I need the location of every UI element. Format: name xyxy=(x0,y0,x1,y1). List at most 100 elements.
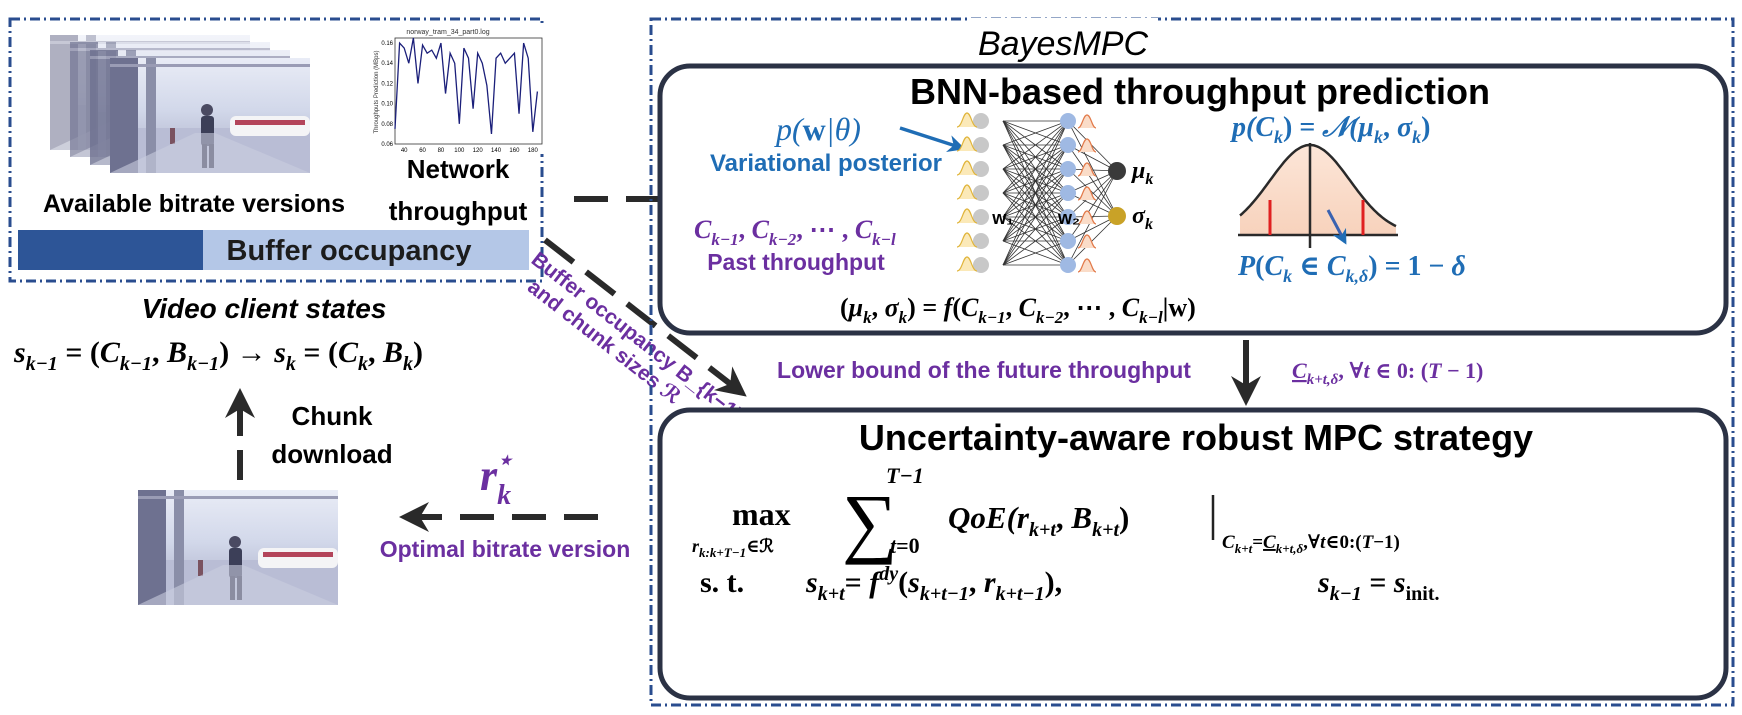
bnn-network xyxy=(956,112,1118,273)
svg-text:T−1: T−1 xyxy=(886,463,924,488)
bnn-hidden-node xyxy=(1060,161,1076,177)
chart-xtick-label: 40 xyxy=(401,148,408,154)
chart-frame xyxy=(394,37,543,145)
svg-text:t=0: t=0 xyxy=(890,533,920,558)
chart-ytick-label: 0.08 xyxy=(381,122,393,128)
bnn-hidden-node xyxy=(1060,209,1076,225)
states-formula: sk−1 = (Ck−1, Bk−1) → sk = (Ck, Bk) xyxy=(13,336,423,375)
rstar-label: rk⋆ xyxy=(480,448,513,511)
bnn-weight-distribution xyxy=(1077,186,1097,201)
sigma-node xyxy=(1108,207,1126,225)
bnn-hidden-node xyxy=(1060,257,1076,273)
bnn-input-node xyxy=(973,161,989,177)
svg-text:rk⋆: rk⋆ xyxy=(480,448,513,511)
throughput-chart: norway_tram_34_part0.log Throughputs Pre… xyxy=(370,24,548,154)
bnn-connection xyxy=(1002,144,1069,266)
bnn-connection xyxy=(1002,120,1069,170)
bnn-connection xyxy=(1067,192,1118,217)
prob-formula: P(Ck ∈ Ck,δ) = 1 − δ xyxy=(1237,251,1466,286)
bnn-connection xyxy=(1002,240,1069,266)
bnn-connection xyxy=(1067,144,1118,172)
svg-text:max: max xyxy=(732,496,791,532)
optimal-label: Optimal bitrate version xyxy=(380,536,631,562)
bnn-hidden-node xyxy=(1060,185,1076,201)
svg-text:rk:k+T−1∈ℛ: rk:k+T−1∈ℛ xyxy=(692,536,774,560)
svg-text:sk−1 = (Ck−1, Bk−1) → sk = (Ck: sk−1 = (Ck−1, Bk−1) → sk = (Ck, Bk) xyxy=(13,336,423,375)
bnn-connection xyxy=(1002,120,1069,218)
bnn-connection xyxy=(1002,120,1069,194)
bnn-weight-distribution xyxy=(956,184,978,200)
bnn-weight-distribution xyxy=(956,256,978,272)
svg-text:P(Ck ∈ Ck,δ) = 1 − δ: P(Ck ∈ Ck,δ) = 1 − δ xyxy=(1237,251,1466,286)
bnn-input-node xyxy=(973,113,989,129)
bitrate-frames xyxy=(50,35,310,173)
bnn-input-node xyxy=(973,257,989,273)
bnn-connection xyxy=(1067,120,1118,172)
buffer-label: Buffer occupancy xyxy=(227,235,472,267)
bnn-hidden-node xyxy=(1060,113,1076,129)
chart-ytick-label: 0.06 xyxy=(381,142,393,148)
bnn-title: BNN-based throughput prediction xyxy=(910,71,1490,112)
svg-text:p(Ck) = 𝒩(μk, σk): p(Ck) = 𝒩(μk, σk) xyxy=(1230,112,1430,147)
chart-xtick-label: 120 xyxy=(473,148,484,154)
network-label-2: throughput xyxy=(389,196,528,226)
bnn-connection xyxy=(1067,215,1118,266)
bnn-weight-distribution xyxy=(1077,162,1097,177)
bnn-input-node xyxy=(973,209,989,225)
lower-bound-label: Lower bound of the future throughput xyxy=(777,357,1191,383)
bnn-connection xyxy=(1067,120,1118,217)
bnn-hidden-node xyxy=(1060,137,1076,153)
buffer-bar-filled xyxy=(18,230,203,270)
bnn-connection xyxy=(1002,216,1069,266)
svg-text:(μk, σk) = f(Ck−1, Ck−2, ⋯ , C: (μk, σk) = f(Ck−1, Ck−2, ⋯ , Ck−l|w) xyxy=(840,293,1196,327)
bnn-weight-distribution xyxy=(1077,138,1097,153)
svg-text:Ck+t,δ, ∀t ∈ 0: (T − 1): Ck+t,δ, ∀t ∈ 0: (T − 1) xyxy=(1292,358,1483,388)
bnn-weight-distribution xyxy=(956,160,978,176)
chart-ytick-label: 0.16 xyxy=(381,41,393,47)
chart-xtick-label: 160 xyxy=(509,148,520,154)
bnn-weight-distribution xyxy=(1077,258,1097,273)
bnn-connection xyxy=(1067,170,1118,218)
chart-ytick-label: 0.14 xyxy=(381,61,393,67)
bnn-weight-distribution xyxy=(1077,114,1097,129)
bnn-input-node xyxy=(973,185,989,201)
states-title: Video client states xyxy=(142,293,387,324)
bayesmpc-title: BayesMPC xyxy=(978,25,1148,63)
svg-text:s. t.: s. t. xyxy=(700,566,744,599)
mpc-box xyxy=(657,407,1729,701)
bnn-box xyxy=(657,63,1729,336)
w2-label: w₂ xyxy=(1057,208,1080,228)
bnn-connection xyxy=(1002,120,1069,146)
chart-series-line xyxy=(394,37,539,134)
bnn-weight-distribution xyxy=(956,112,978,128)
svg-text:∑: ∑ xyxy=(842,478,898,565)
chart-xtick-label: 80 xyxy=(438,148,445,154)
chart-ytick-label: 0.10 xyxy=(381,102,393,108)
lower-bound-formula: Ck+t,δ, ∀t ∈ 0: (T − 1) xyxy=(1292,358,1483,388)
svg-text:Ck+t=Ck+t,δ,∀t∈0:(T−1): Ck+t=Ck+t,δ,∀t∈0:(T−1) xyxy=(1222,532,1400,556)
dist-formula: p(Ck) = 𝒩(μk, σk) xyxy=(1230,112,1430,147)
bnn-weight-distribution xyxy=(956,232,978,248)
chart-ytick-label: 0.12 xyxy=(381,81,393,87)
bnn-connection xyxy=(1002,168,1069,266)
bnn-connection xyxy=(1067,215,1118,242)
bnn-connection xyxy=(1067,144,1118,217)
posterior-arrow xyxy=(899,126,966,153)
bnn-weight-distribution xyxy=(1077,234,1097,249)
bnn-input-node xyxy=(973,233,989,249)
bnn-connection xyxy=(1002,192,1069,266)
bnn-weight-distribution xyxy=(956,208,978,224)
chart-ylabel: Throughputs Prediction (MBps) xyxy=(374,50,380,133)
network-label-1: Network xyxy=(407,154,510,184)
bnn-connection xyxy=(1002,120,1069,242)
buffer-to-mpc-arrow xyxy=(543,237,747,397)
bayesmpc-box xyxy=(649,17,1735,707)
gaussian-plot xyxy=(1238,143,1398,248)
bnn-weight-distribution xyxy=(1077,210,1097,225)
bnn-connection xyxy=(1067,170,1118,242)
chart-title: norway_tram_34_part0.log xyxy=(406,29,489,36)
posterior-label: Variational posterior xyxy=(710,150,942,177)
bnn-connection xyxy=(1067,168,1118,217)
bnn-connection xyxy=(1002,120,1069,266)
